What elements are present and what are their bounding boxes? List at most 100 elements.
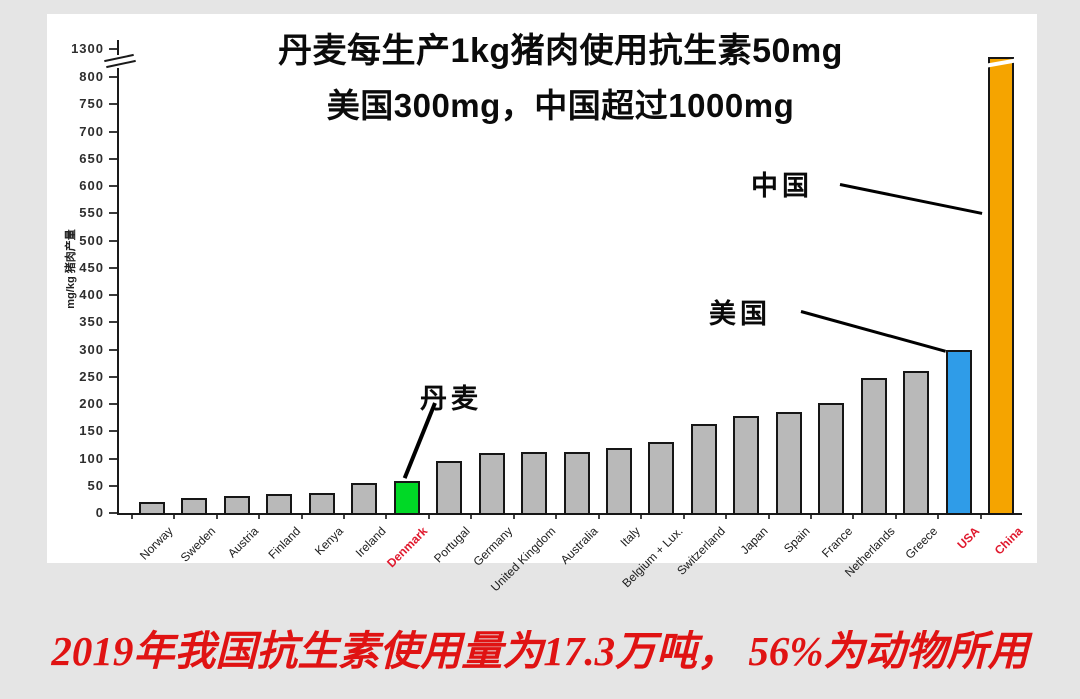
y-tick-label-550: 550 xyxy=(79,205,104,221)
x-label-japan: Japan xyxy=(737,524,771,558)
x-label-italy: Italy xyxy=(617,524,643,550)
bar-united-kingdom xyxy=(521,451,548,515)
x-minor-tick-11 xyxy=(597,515,600,519)
y-tick-350 xyxy=(109,321,117,324)
y-tick-250 xyxy=(109,375,117,378)
bar-usa xyxy=(945,349,972,515)
x-minor-tick-9 xyxy=(512,515,515,519)
bar-france xyxy=(818,402,845,515)
chart-title-line2: 美国300mg，中国超过1000mg xyxy=(326,86,795,124)
y-tick-label-450: 450 xyxy=(79,259,104,275)
x-minor-tick-3 xyxy=(258,515,261,519)
y-tick-450 xyxy=(109,266,117,269)
bar-austria xyxy=(223,495,250,515)
x-minor-tick-20 xyxy=(979,515,982,519)
x-minor-tick-17 xyxy=(852,515,855,519)
bar-ireland xyxy=(351,483,378,515)
x-minor-tick-12 xyxy=(640,515,643,519)
y-tick-label-0: 0 xyxy=(95,505,104,520)
y-tick-label-50: 50 xyxy=(87,477,104,493)
caption-text: 2019年我国抗生素使用量为17.3万吨， 56%为动物所用 xyxy=(51,628,1029,674)
y-tick-label-200: 200 xyxy=(79,396,104,411)
bar-norway xyxy=(139,502,165,515)
y-tick-label-500: 500 xyxy=(79,232,104,248)
x-minor-tick-10 xyxy=(555,515,558,519)
annotation-usa: 美国 xyxy=(709,299,771,329)
y-tick-600 xyxy=(109,185,117,187)
y-tick-label-1300: 1300 xyxy=(71,41,104,56)
y-tick-label-800: 800 xyxy=(79,69,104,84)
x-minor-tick-13 xyxy=(682,515,685,519)
y-tick-700 xyxy=(109,130,117,133)
y-tick-label-400: 400 xyxy=(79,287,104,302)
bar-belgium-lux xyxy=(648,442,675,515)
x-minor-tick-14 xyxy=(725,515,728,519)
y-tick-label-100: 100 xyxy=(79,450,104,466)
bar-kenya xyxy=(308,493,335,515)
bar-japan xyxy=(733,415,760,515)
bar-denmark xyxy=(393,481,420,515)
chart-title-line1: 丹麦每生产1kg猪肉使用抗生素50mg xyxy=(278,32,843,70)
x-minor-tick-16 xyxy=(809,515,812,519)
x-minor-tick-5 xyxy=(343,515,346,519)
bar-spain xyxy=(775,412,802,515)
x-label-norway: Norway xyxy=(137,524,176,563)
bar-china xyxy=(988,57,1014,515)
x-minor-tick-8 xyxy=(470,515,473,519)
y-tick-50 xyxy=(109,484,117,487)
bar-portugal xyxy=(436,461,463,515)
x-label-finland: Finland xyxy=(265,524,304,562)
y-axis-break-gap xyxy=(114,55,122,68)
y-tick-label-350: 350 xyxy=(79,314,104,330)
y-tick-300 xyxy=(109,348,117,351)
x-label-austria: Austria xyxy=(224,524,261,561)
y-tick-label-300: 300 xyxy=(79,341,104,357)
y-tick-800 xyxy=(109,76,117,78)
y-tick-label-750: 750 xyxy=(79,96,104,112)
y-tick-label-650: 650 xyxy=(79,150,104,166)
x-minor-tick-1 xyxy=(173,515,176,519)
bar-switzerland xyxy=(690,424,717,515)
x-minor-tick-18 xyxy=(894,515,897,519)
x-label-australia: Australia xyxy=(557,524,601,567)
x-minor-tick-7 xyxy=(427,515,430,519)
y-tick-400 xyxy=(109,294,117,296)
y-tick-0 xyxy=(109,512,117,514)
x-label-china: China xyxy=(991,524,1025,558)
y-axis-line xyxy=(117,40,119,515)
y-tick-550 xyxy=(109,212,117,215)
x-minor-tick-19 xyxy=(937,515,940,519)
chart-title: 丹麦每生产1kg猪肉使用抗生素50mg 美国300mg，中国超过1000mg xyxy=(118,30,1003,126)
bar-netherlands xyxy=(860,377,887,515)
x-minor-tick-4 xyxy=(300,515,303,519)
y-tick-label-150: 150 xyxy=(79,423,104,439)
x-label-ireland: Ireland xyxy=(352,524,389,560)
bar-germany xyxy=(478,453,505,515)
bar-sweden xyxy=(181,497,208,515)
y-tick-200 xyxy=(109,403,117,405)
x-label-denmark: Denmark xyxy=(384,524,431,571)
x-label-portugal: Portugal xyxy=(431,524,474,566)
x-minor-tick-15 xyxy=(767,515,770,519)
y-tick-150 xyxy=(109,430,117,433)
x-label-sweden: Sweden xyxy=(177,524,219,565)
y-tick-500 xyxy=(109,239,117,242)
x-label-spain: Spain xyxy=(781,524,813,556)
x-label-greece: Greece xyxy=(902,524,941,562)
x-minor-tick-0 xyxy=(130,515,133,519)
y-tick-650 xyxy=(109,157,117,160)
y-tick-label-700: 700 xyxy=(79,123,104,139)
y-tick-label-250: 250 xyxy=(79,368,104,384)
x-minor-tick-6 xyxy=(385,515,388,519)
bar-italy xyxy=(605,447,632,515)
annotation-china: 中国 xyxy=(751,171,813,201)
y-tick-label-600: 600 xyxy=(79,178,104,193)
x-minor-tick-2 xyxy=(215,515,218,519)
y-tick-1300 xyxy=(109,48,117,50)
bar-greece xyxy=(903,371,930,515)
y-tick-750 xyxy=(109,103,117,106)
x-label-kenya: Kenya xyxy=(311,524,346,558)
x-label-france: France xyxy=(818,524,856,561)
